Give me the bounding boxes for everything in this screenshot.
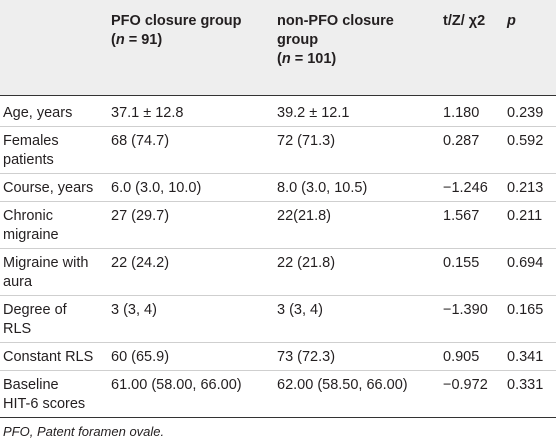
- header-nonpfo-n-count: = 101): [290, 51, 337, 67]
- header-nonpfo-n-symbol: n: [281, 51, 291, 67]
- cell-p-value: 0.213: [507, 173, 556, 202]
- cell-p-value: 0.592: [507, 126, 556, 174]
- header-pfo-group: PFO closure group (n = 91): [110, 0, 276, 96]
- row-label: Constant RLS: [0, 342, 110, 371]
- cell-p-value: 0.341: [507, 342, 556, 371]
- cell-nonpfo: 22(21.8): [276, 201, 442, 249]
- table-row: Chronic migraine 27 (29.7) 22(21.8) 1.567…: [0, 201, 556, 249]
- header-p-value: p: [507, 0, 556, 96]
- cell-statistic: 0.905: [442, 342, 507, 371]
- table-body: Age, years 37.1 ± 12.8 39.2 ± 12.1 1.180…: [0, 95, 556, 418]
- row-label-line-1: Females: [3, 132, 59, 149]
- cell-pfo: 22 (24.2): [110, 248, 276, 296]
- row-label-line-2: RLS: [3, 320, 32, 337]
- row-label-line-2: aura: [3, 273, 33, 290]
- row-label-line-1: Migraine with: [3, 254, 89, 271]
- row-label: Migraine with aura: [0, 248, 110, 296]
- row-label: Course, years: [0, 173, 110, 202]
- cell-statistic: 1.567: [442, 201, 507, 249]
- header-variable: [0, 0, 110, 96]
- cell-pfo: 68 (74.7): [110, 126, 276, 174]
- cell-pfo: 60 (65.9): [110, 342, 276, 371]
- header-pfo-n-open: (: [111, 32, 116, 48]
- table-row: Degree of RLS 3 (3, 4) 3 (3, 4) −1.390 0.…: [0, 295, 556, 343]
- row-label-line-1: Constant RLS: [3, 348, 94, 365]
- table-row: Constant RLS 60 (65.9) 73 (72.3) 0.905 0…: [0, 342, 556, 371]
- row-label-line-2: HIT-6 scores: [3, 395, 86, 412]
- cell-p-value: 0.165: [507, 295, 556, 343]
- row-label: Baseline HIT-6 scores: [0, 370, 110, 418]
- table-row: Age, years 37.1 ± 12.8 39.2 ± 12.1 1.180…: [0, 95, 556, 127]
- header-statistic: t/Z/ χ2: [442, 0, 507, 96]
- cell-pfo: 37.1 ± 12.8: [110, 95, 276, 127]
- row-label: Chronic migraine: [0, 201, 110, 249]
- cell-statistic: 0.287: [442, 126, 507, 174]
- cell-statistic: 0.155: [442, 248, 507, 296]
- table-row: Baseline HIT-6 scores 61.00 (58.00, 66.00…: [0, 370, 556, 418]
- table-footnote: PFO, Patent foramen ovale.: [3, 424, 165, 439]
- header-nonpfo-title-1: non-PFO closure: [277, 13, 394, 29]
- cell-p-value: 0.694: [507, 248, 556, 296]
- header-pfo-title: PFO closure group: [111, 13, 242, 29]
- row-label-line-1: Age, years: [3, 104, 73, 121]
- table-row: Course, years 6.0 (3.0, 10.0) 8.0 (3.0, …: [0, 173, 556, 202]
- table-row: Migraine with aura 22 (24.2) 22 (21.8) 0.…: [0, 248, 556, 296]
- header-nonpfo-n-open: (: [277, 51, 282, 67]
- row-label-line-1: Baseline: [3, 376, 59, 393]
- cell-statistic: 1.180: [442, 95, 507, 127]
- row-label: Females patients: [0, 126, 110, 174]
- row-label-line-2: patients: [3, 151, 54, 168]
- cell-p-value: 0.239: [507, 95, 556, 127]
- cell-p-value: 0.211: [507, 201, 556, 249]
- cell-pfo: 61.00 (58.00, 66.00): [110, 370, 276, 418]
- row-label-line-1: Course, years: [3, 179, 94, 196]
- header-row: PFO closure group (n = 91) non-PFO closu…: [0, 0, 556, 96]
- header-pfo-n-symbol: n: [115, 32, 125, 48]
- cell-nonpfo: 22 (21.8): [276, 248, 442, 296]
- row-label: Age, years: [0, 95, 110, 127]
- cell-statistic: −1.246: [442, 173, 507, 202]
- cell-statistic: −1.390: [442, 295, 507, 343]
- cell-nonpfo: 62.00 (58.50, 66.00): [276, 370, 442, 418]
- header-nonpfo-group: non-PFO closure group (n = 101): [276, 0, 442, 96]
- row-label: Degree of RLS: [0, 295, 110, 343]
- cell-p-value: 0.331: [507, 370, 556, 418]
- cell-nonpfo: 72 (71.3): [276, 126, 442, 174]
- row-label-line-1: Chronic: [3, 207, 53, 224]
- cell-nonpfo: 39.2 ± 12.1: [276, 95, 442, 127]
- header-nonpfo-title-2: group: [277, 32, 319, 48]
- table-row: Females patients 68 (74.7) 72 (71.3) 0.28…: [0, 126, 556, 174]
- characteristics-table: PFO closure group (n = 91) non-PFO closu…: [0, 0, 556, 418]
- cell-statistic: −0.972: [442, 370, 507, 418]
- cell-pfo: 3 (3, 4): [110, 295, 276, 343]
- cell-nonpfo: 73 (72.3): [276, 342, 442, 371]
- cell-nonpfo: 3 (3, 4): [276, 295, 442, 343]
- row-label-line-2: migraine: [3, 226, 59, 243]
- cell-nonpfo: 8.0 (3.0, 10.5): [276, 173, 442, 202]
- cell-pfo: 6.0 (3.0, 10.0): [110, 173, 276, 202]
- header-pfo-n-count: = 91): [124, 32, 163, 48]
- table-header: PFO closure group (n = 91) non-PFO closu…: [0, 0, 556, 96]
- cell-pfo: 27 (29.7): [110, 201, 276, 249]
- row-label-line-1: Degree of: [3, 301, 67, 318]
